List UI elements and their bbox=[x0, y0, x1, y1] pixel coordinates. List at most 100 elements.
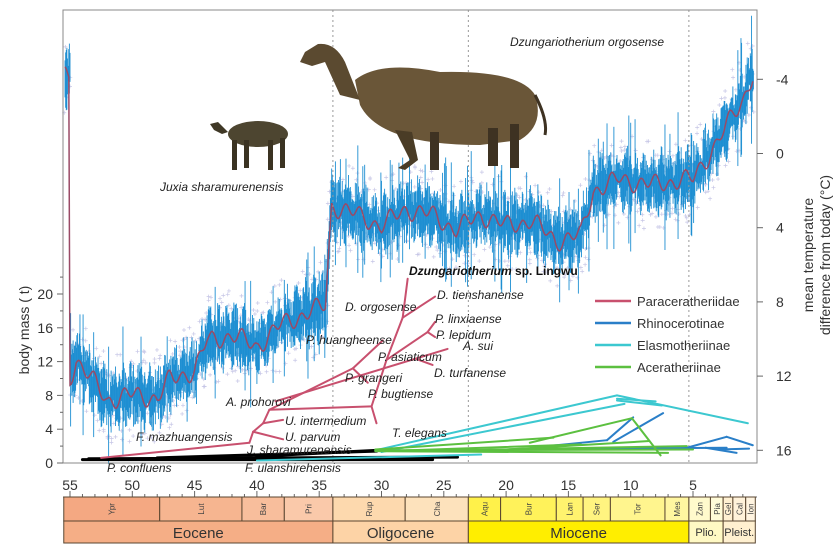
scatter-cross bbox=[309, 344, 314, 349]
taxon-species: sp. Lingwu bbox=[515, 264, 578, 278]
scatter-cross bbox=[710, 177, 715, 182]
stage-label: Ypr bbox=[108, 503, 117, 515]
scatter-cross bbox=[502, 259, 507, 264]
scatter-cross bbox=[703, 190, 708, 195]
scatter-cross bbox=[261, 310, 266, 315]
scatter-cross bbox=[635, 209, 640, 214]
taxon-label: P. bugtiense bbox=[368, 387, 433, 401]
scatter-cross bbox=[549, 209, 554, 214]
legend-item: Paraceratheriidae bbox=[595, 294, 740, 309]
scatter-cross bbox=[562, 275, 567, 280]
scatter-cross bbox=[748, 46, 753, 51]
scatter-cross bbox=[561, 190, 566, 195]
tree-branch bbox=[351, 339, 384, 370]
tree-branch bbox=[385, 331, 429, 361]
tree-branch bbox=[252, 422, 265, 433]
scatter-cross bbox=[203, 317, 208, 322]
scatter-cross bbox=[621, 212, 626, 217]
scatter-cross bbox=[548, 278, 553, 283]
scatter-cross bbox=[135, 368, 140, 373]
scatter-cross bbox=[370, 259, 375, 264]
scatter-cross bbox=[101, 349, 106, 354]
scatter-cross bbox=[71, 327, 76, 332]
scatter-cross bbox=[695, 131, 700, 136]
scatter-cross bbox=[167, 425, 172, 430]
scatter-cross bbox=[229, 306, 234, 311]
scatter-cross bbox=[143, 360, 148, 365]
y2-tick-label: 16 bbox=[776, 442, 792, 458]
scatter-cross bbox=[595, 164, 600, 169]
tree-branch bbox=[274, 347, 449, 403]
scatter-cross bbox=[717, 102, 722, 107]
scatter-cross bbox=[609, 153, 614, 158]
scatter-cross bbox=[716, 177, 721, 182]
stage-cell bbox=[555, 496, 584, 522]
scatter-cross bbox=[527, 246, 532, 251]
scatter-cross bbox=[541, 203, 546, 208]
tree-branch bbox=[374, 394, 618, 452]
y2-tick-label: 0 bbox=[776, 146, 784, 162]
stage-cell bbox=[609, 496, 666, 522]
scatter-cross bbox=[545, 190, 550, 195]
scatter-cross bbox=[101, 429, 106, 434]
scatter-cross bbox=[154, 347, 159, 352]
tree-branch bbox=[606, 416, 635, 442]
y-tick-label: 12 bbox=[37, 354, 53, 370]
tree-branch bbox=[401, 295, 437, 319]
scatter-cross bbox=[670, 211, 675, 216]
stage-cell bbox=[283, 496, 334, 522]
tree-branch bbox=[415, 358, 434, 366]
taxon-label: P. linxiaense bbox=[435, 312, 502, 326]
scatter-cross bbox=[184, 408, 189, 413]
epoch-label: Eocene bbox=[173, 525, 224, 542]
stage-label: Aqu bbox=[480, 502, 489, 516]
scatter-cross bbox=[175, 403, 180, 408]
scatter-cross bbox=[129, 359, 134, 364]
clade-aceratheriinae bbox=[374, 417, 694, 457]
scatter-cross bbox=[653, 214, 658, 219]
scatter-cross bbox=[131, 434, 136, 439]
scatter-cross bbox=[746, 112, 751, 117]
scatter-cross bbox=[340, 177, 345, 182]
scatter-cross bbox=[637, 223, 642, 228]
tree-branch bbox=[442, 445, 688, 452]
scatter-cross bbox=[413, 165, 418, 170]
scatter-cross bbox=[208, 372, 213, 377]
scatter-cross bbox=[622, 144, 627, 149]
taxon-genus: Dzungariotherium bbox=[409, 264, 512, 278]
scatter-cross bbox=[618, 158, 623, 163]
scatter-cross bbox=[479, 180, 484, 185]
scatter-cross bbox=[685, 220, 690, 225]
scatter-cross bbox=[201, 384, 206, 389]
stage-label: Ion bbox=[747, 503, 756, 514]
scatter-cross bbox=[570, 274, 575, 279]
y2-axis-label-line2: difference from today (°C) bbox=[817, 175, 833, 335]
scatter-cross bbox=[453, 265, 458, 270]
x-tick-label: 25 bbox=[436, 477, 452, 493]
scatter-cross bbox=[347, 243, 352, 248]
scatter-cross bbox=[372, 187, 377, 192]
scatter-cross bbox=[518, 186, 523, 191]
scatter-cross bbox=[120, 437, 125, 442]
scatter-cross bbox=[426, 245, 431, 250]
scatter-cross bbox=[616, 220, 621, 225]
scatter-cross bbox=[695, 125, 700, 130]
scatter-cross bbox=[95, 418, 100, 423]
scatter-cross bbox=[239, 305, 244, 310]
scatter-cross bbox=[487, 245, 492, 250]
stage-cell bbox=[500, 496, 557, 522]
stage-label: Bar bbox=[259, 502, 268, 515]
stage-label: Ser bbox=[593, 502, 602, 515]
scatter-cross bbox=[416, 252, 421, 257]
scatter-cross bbox=[657, 224, 662, 229]
juxia-illustration bbox=[210, 121, 288, 170]
scatter-cross bbox=[683, 213, 688, 218]
scatter-cross bbox=[733, 87, 738, 92]
scatter-cross bbox=[294, 346, 299, 351]
scatter-cross bbox=[695, 205, 700, 210]
tree-branch bbox=[630, 417, 662, 457]
tree-branch bbox=[252, 430, 285, 441]
stage-cell bbox=[159, 496, 243, 522]
scatter-cross bbox=[279, 278, 284, 283]
